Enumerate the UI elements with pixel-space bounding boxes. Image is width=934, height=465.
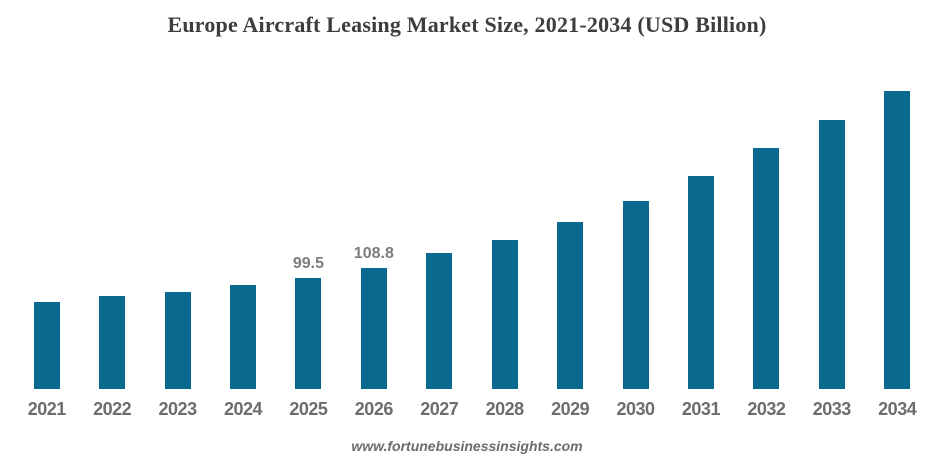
bar-column-2029 bbox=[537, 60, 602, 389]
x-tick-label-2033: 2033 bbox=[812, 399, 852, 419]
bar-2021 bbox=[33, 302, 60, 389]
plot-area: 99.5 108.8 bbox=[14, 60, 930, 389]
bar-column-2025: 99.5 bbox=[276, 60, 341, 389]
x-tick-label-2031: 2031 bbox=[681, 399, 721, 419]
bar-2023 bbox=[164, 292, 191, 389]
source-watermark: www.fortunebusinessinsights.com bbox=[351, 438, 583, 454]
bar-2026 bbox=[360, 268, 387, 389]
bar-2022 bbox=[99, 296, 126, 389]
x-tick-label-2025: 2025 bbox=[289, 399, 328, 419]
x-tick-label-2034: 2034 bbox=[878, 399, 917, 419]
bar-2033 bbox=[818, 120, 845, 389]
x-tick-label-2032: 2032 bbox=[747, 399, 786, 419]
bar-column-2033 bbox=[799, 60, 864, 389]
bar-column-2021 bbox=[14, 60, 79, 389]
x-tick-label-2024: 2024 bbox=[223, 399, 263, 419]
bar-2028 bbox=[491, 240, 518, 389]
x-tick-label-2028: 2028 bbox=[485, 399, 525, 419]
bar-column-2028 bbox=[472, 60, 537, 389]
chart-title: Europe Aircraft Leasing Market Size, 202… bbox=[167, 12, 767, 37]
bar-column-2023 bbox=[145, 60, 210, 389]
bar-column-2026: 108.8 bbox=[341, 60, 406, 389]
bar-column-2022 bbox=[79, 60, 144, 389]
bar-2031 bbox=[687, 176, 714, 389]
bar-2034 bbox=[884, 91, 911, 389]
bar-2032 bbox=[753, 148, 780, 389]
x-tick-label-2030: 2030 bbox=[616, 399, 655, 419]
x-tick-label-2026: 2026 bbox=[354, 399, 394, 419]
bar-column-2034 bbox=[864, 60, 929, 389]
bar-2025 bbox=[295, 278, 322, 389]
bar-column-2027 bbox=[407, 60, 472, 389]
x-tick-label-2029: 2029 bbox=[551, 399, 590, 419]
bar-2030 bbox=[622, 201, 649, 389]
x-axis: 2021 2022 2023 2024 2025 2026 2027 2028 2029 2030… bbox=[14, 399, 930, 420]
data-label-2026: 108.8 bbox=[353, 245, 394, 262]
bar-2029 bbox=[557, 222, 584, 389]
x-tick-label-2021: 2021 bbox=[27, 399, 67, 419]
data-label-2025: 99.5 bbox=[292, 255, 324, 272]
bar-column-2031 bbox=[668, 60, 733, 389]
bar-column-2032 bbox=[734, 60, 799, 389]
x-tick-label-2023: 2023 bbox=[158, 399, 198, 419]
bar-column-2024 bbox=[210, 60, 275, 389]
bar-2027 bbox=[426, 253, 453, 389]
x-tick-label-2027: 2027 bbox=[420, 399, 459, 419]
x-tick-label-2022: 2022 bbox=[93, 399, 132, 419]
bar-column-2030 bbox=[603, 60, 668, 389]
bar-2024 bbox=[229, 285, 256, 389]
